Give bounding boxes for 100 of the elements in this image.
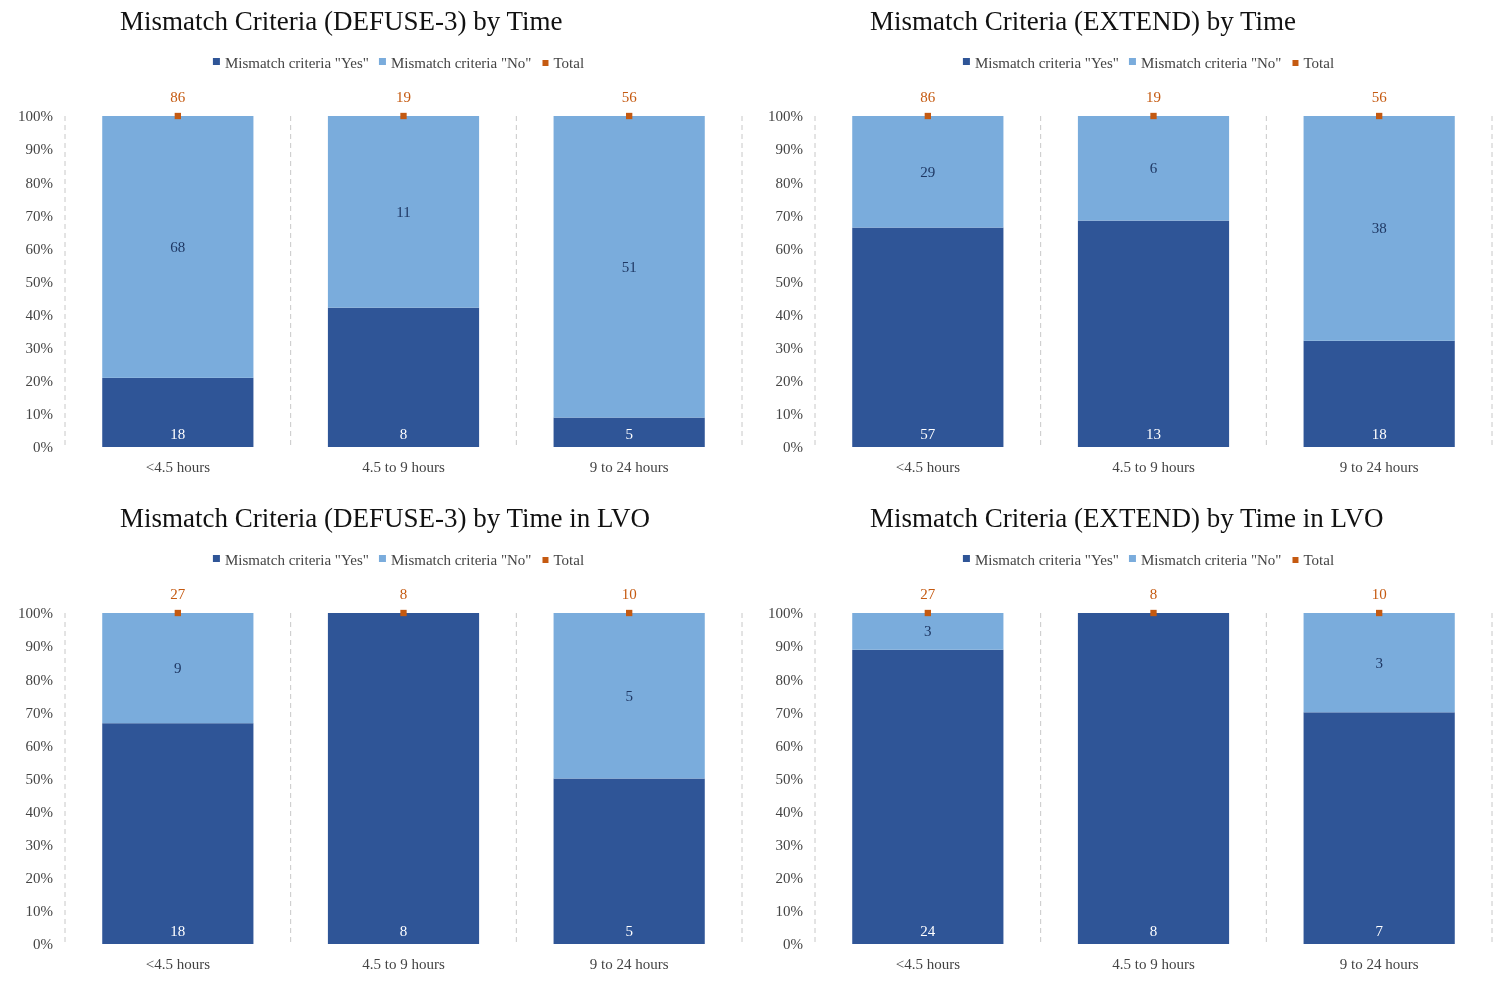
y-tick-label: 100% [768, 605, 803, 622]
bar [553, 116, 705, 418]
y-tick-label: 90% [775, 141, 803, 158]
text: 10 [1371, 586, 1387, 602]
bar [852, 613, 1004, 650]
y-tick-label: 80% [25, 174, 53, 191]
y-tick-label: 40% [775, 306, 803, 323]
annotation: 9 [174, 660, 182, 677]
text: 8 [1149, 586, 1158, 602]
annotation: 18 [1371, 426, 1387, 442]
chart-title: Mismatch Criteria (EXTEND) by Time in LVO [870, 503, 1384, 533]
annotation: 8 [399, 923, 408, 939]
y-tick-label: 10% [25, 903, 53, 920]
annotation: 5 [625, 923, 633, 939]
bar [102, 723, 254, 944]
chart-title: Mismatch Criteria (EXTEND) by Time [870, 6, 1296, 36]
y-tick-label: 50% [25, 770, 53, 787]
y-tick-label: 30% [775, 340, 803, 356]
y-tick-label: 20% [775, 870, 803, 887]
y-tick-label: 60% [775, 737, 803, 754]
text: 27 [920, 586, 936, 602]
legend-label: Mismatch criteria "Yes" [974, 552, 1119, 568]
y-tick-label: 90% [25, 638, 53, 655]
annotation: 29 [920, 163, 936, 180]
text: 56 [1371, 89, 1388, 105]
y-tick-label: 100% [768, 108, 803, 125]
bar [1077, 220, 1230, 447]
x-tick-label: 9 to 24 hours [589, 458, 669, 475]
y-tick-label: 10% [775, 903, 803, 920]
x-tick-label: <4.5 hours [895, 955, 961, 972]
bar [1303, 116, 1455, 341]
y-tick-label: 60% [775, 240, 803, 257]
y-tick-label: 70% [25, 207, 53, 224]
y-tick-label: 0% [783, 936, 803, 953]
y-tick-label: 70% [775, 704, 803, 721]
x-tick-label: <4.5 hours [145, 458, 211, 475]
bar [553, 778, 705, 944]
annotation: 3 [924, 623, 932, 640]
y-tick-label: 40% [25, 306, 53, 323]
bar [852, 649, 1004, 944]
annotation: 6 [1149, 160, 1158, 177]
legend-label: Mismatch criteria "No" [390, 552, 532, 568]
y-tick-label: 30% [25, 837, 53, 853]
bar [553, 417, 705, 447]
legend-label: Mismatch criteria "No" [390, 55, 532, 71]
bar [1077, 613, 1230, 944]
annotation: 11 [396, 203, 411, 220]
bar [327, 307, 480, 447]
annotation: 38 [1371, 220, 1387, 237]
bar [102, 377, 254, 447]
text: 56 [621, 89, 638, 105]
annotation: 24 [920, 923, 936, 939]
y-tick-label: 90% [775, 638, 803, 655]
bar [102, 116, 254, 378]
bar [102, 613, 254, 724]
y-tick-label: 60% [25, 737, 53, 754]
text: 10 [621, 586, 637, 602]
bar [327, 116, 480, 308]
y-tick-label: 40% [775, 803, 803, 820]
y-tick-label: 80% [25, 671, 53, 688]
y-tick-label: 10% [775, 406, 803, 423]
annotation: 3 [1375, 654, 1383, 671]
y-tick-label: 80% [775, 671, 803, 688]
legend-label: Total [553, 552, 585, 568]
x-tick-label: 9 to 24 hours [1339, 458, 1419, 475]
text: 27 [170, 586, 186, 602]
y-tick-label: 30% [775, 837, 803, 853]
legend-label: Mismatch criteria "No" [1140, 552, 1282, 568]
annotation: 5 [625, 426, 633, 442]
bar [1077, 116, 1230, 221]
y-tick-label: 20% [25, 373, 53, 390]
annotation: 5 [625, 687, 633, 704]
annotation: 57 [920, 426, 936, 442]
x-tick-label: 4.5 to 9 hours [1112, 458, 1195, 475]
legend-label: Mismatch criteria "Yes" [974, 55, 1119, 71]
y-tick-label: 90% [25, 141, 53, 158]
annotation: 18 [170, 426, 186, 442]
y-tick-label: 50% [775, 273, 803, 290]
y-tick-label: 10% [25, 406, 53, 423]
y-tick-label: 70% [25, 704, 53, 721]
y-tick-label: 60% [25, 240, 53, 257]
annotation: 8 [399, 426, 408, 442]
text: 19 [396, 89, 411, 105]
text: 19 [1146, 89, 1161, 105]
x-tick-label: 4.5 to 9 hours [362, 955, 445, 972]
y-tick-label: 100% [18, 605, 53, 622]
y-tick-label: 20% [775, 373, 803, 390]
y-tick-label: 50% [25, 273, 53, 290]
bar [852, 227, 1004, 447]
y-tick-label: 40% [25, 803, 53, 820]
y-tick-label: 30% [25, 340, 53, 356]
chart-title: Mismatch Criteria (DEFUSE-3) by Time [120, 6, 563, 36]
text: 86 [920, 89, 936, 105]
bar [553, 613, 705, 779]
annotation: 51 [621, 258, 637, 275]
chart-title: Mismatch Criteria (DEFUSE-3) by Time in LVO [120, 503, 650, 533]
annotation: 7 [1375, 923, 1384, 939]
annotation: 18 [170, 923, 186, 939]
y-tick-label: 100% [18, 108, 53, 125]
y-tick-label: 70% [775, 207, 803, 224]
